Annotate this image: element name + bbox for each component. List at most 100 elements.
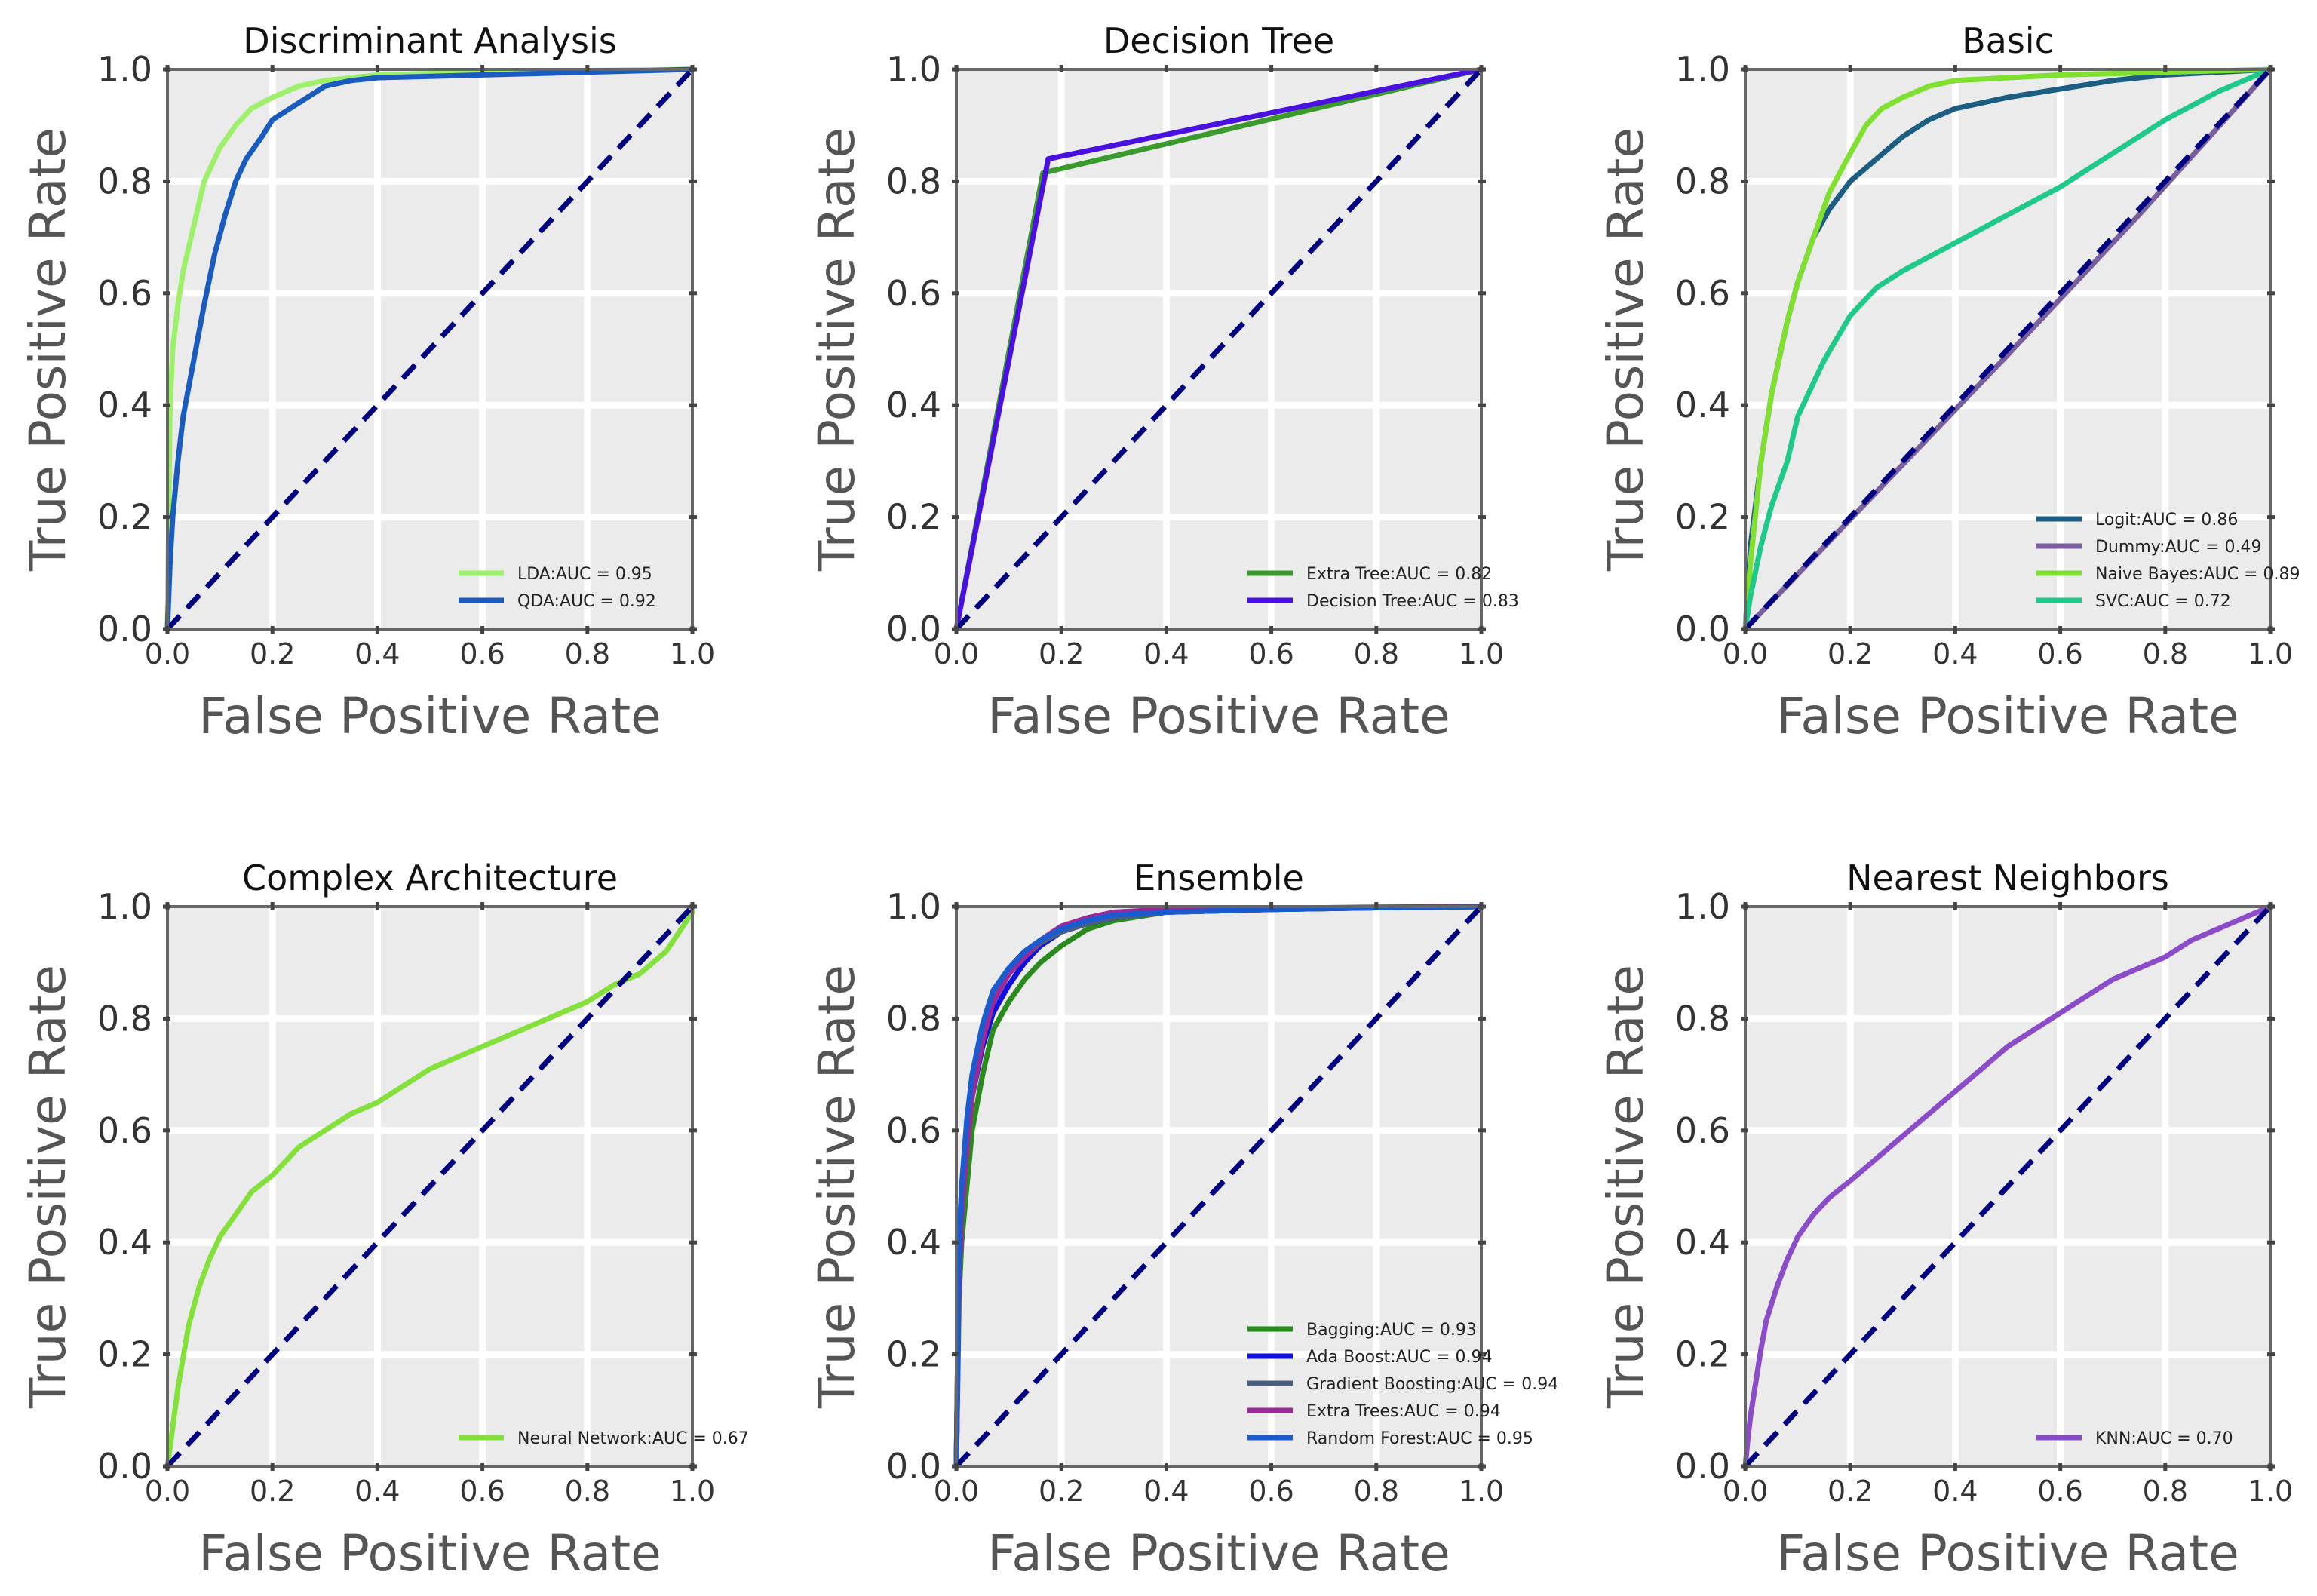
x-tick-label: 0.0: [1723, 637, 1768, 671]
x-tick-label: 0.0: [1723, 1475, 1768, 1508]
x-tick-label: 0.8: [1354, 1475, 1399, 1508]
legend-label: Neural Network:AUC = 0.67: [517, 1429, 749, 1448]
x-tick-label: 1.0: [2248, 637, 2293, 671]
legend-label: LDA:AUC = 0.95: [517, 565, 652, 584]
legend-label: Naive Bayes:AUC = 0.89: [2095, 565, 2300, 584]
x-axis-label: False Positive Rate: [987, 687, 1450, 745]
roc-curve: [953, 66, 1484, 632]
x-tick-label: 0.0: [934, 637, 979, 671]
y-tick-label: 0.2: [1675, 497, 1730, 538]
y-tick-label: 0.2: [97, 497, 152, 538]
roc-curve: [953, 904, 1484, 1469]
y-tick-label: 0.8: [1675, 998, 1730, 1039]
x-tick-label: 1.0: [670, 1475, 715, 1508]
legend: Extra Tree:AUC = 0.82 Decision Tree:AUC =…: [1247, 565, 1519, 611]
roc-curve: [164, 66, 695, 632]
legend-label: Random Forest:AUC = 0.95: [1306, 1429, 1533, 1448]
y-tick-label: 0.0: [886, 1446, 941, 1487]
legend-label: SVC:AUC = 0.72: [2095, 592, 2231, 611]
legend-label: Decision Tree:AUC = 0.83: [1306, 592, 1519, 611]
x-tick-label: 0.4: [1143, 1475, 1189, 1508]
x-tick-label: 0.4: [1143, 637, 1189, 671]
axes-frame: [955, 905, 1483, 1468]
legend: LDA:AUC = 0.95 QDA:AUC = 0.92: [459, 565, 656, 611]
x-tick-label: 0.2: [250, 1475, 295, 1508]
y-tick-label: 0.6: [1675, 1110, 1730, 1151]
x-tick-label: 1.0: [1459, 1475, 1504, 1508]
roc-curve: [164, 66, 695, 632]
x-tick-label: 0.0: [934, 1475, 979, 1508]
chart-panel: 0.0 0.2 0.4 0.6 0.8 1.0 0.0 0.2 0.4 0.6 0.8 1.0 Comp…: [19, 858, 749, 1582]
x-axis-label: False Positive Rate: [1776, 1524, 2239, 1582]
x-tick-label: 0.0: [145, 637, 190, 671]
x-tick-label: 0.4: [1932, 1475, 1978, 1508]
y-tick-label: 0.4: [886, 1222, 941, 1263]
legend-label: Extra Tree:AUC = 0.82: [1306, 565, 1492, 584]
chance-diagonal-line: [165, 904, 695, 1469]
x-tick-label: 0.6: [1248, 1475, 1294, 1508]
chart-title: Decision Tree: [1103, 20, 1334, 61]
y-tick-label: 0.2: [97, 1334, 152, 1375]
legend: Logit:AUC = 0.86 Dummy:AUC = 0.49 Naive Ba…: [2036, 511, 2300, 611]
y-tick-label: 0.6: [886, 1110, 941, 1151]
chart-panel: 0.0 0.2 0.4 0.6 0.8 1.0 0.0 0.2 0.4 0.6 0.8 1.0 Basi…: [1597, 20, 2300, 745]
axes-frame: [166, 905, 694, 1468]
chart-title: Discriminant Analysis: [243, 20, 616, 61]
y-tick-label: 1.0: [886, 886, 941, 927]
chart-panel: 0.0 0.2 0.4 0.6 0.8 1.0 0.0 0.2 0.4 0.6 0.8 1.0 Ense…: [808, 858, 1558, 1582]
x-tick-label: 0.6: [2037, 1475, 2082, 1508]
y-tick-label: 1.0: [97, 49, 152, 90]
chart-title: Complex Architecture: [242, 858, 618, 898]
x-axis-label: False Positive Rate: [198, 1524, 661, 1582]
x-tick-label: 0.6: [1248, 637, 1294, 671]
y-tick-label: 0.8: [886, 161, 941, 201]
axes-frame: [1744, 905, 2272, 1468]
x-tick-label: 0.8: [2143, 637, 2188, 671]
y-tick-label: 0.0: [97, 1446, 152, 1487]
x-tick-label: 0.6: [459, 637, 505, 671]
y-tick-label: 1.0: [97, 886, 152, 927]
legend: KNN:AUC = 0.70: [2036, 1429, 2233, 1448]
y-tick-label: 0.8: [886, 998, 941, 1039]
chart-panel: 0.0 0.2 0.4 0.6 0.8 1.0 0.0 0.2 0.4 0.6 0.8 1.0 Disc…: [19, 20, 715, 745]
x-tick-label: 0.6: [2037, 637, 2082, 671]
legend: Bagging:AUC = 0.93 Ada Boost:AUC = 0.94 Gr…: [1247, 1321, 1558, 1448]
y-tick-label: 0.2: [886, 497, 941, 538]
legend-label: Dummy:AUC = 0.49: [2095, 538, 2262, 557]
y-tick-label: 0.0: [97, 609, 152, 649]
x-tick-label: 0.4: [1932, 637, 1978, 671]
x-tick-label: 1.0: [1459, 637, 1504, 671]
y-tick-label: 0.4: [1675, 385, 1730, 425]
x-tick-label: 1.0: [670, 637, 715, 671]
legend-label: QDA:AUC = 0.92: [517, 592, 656, 611]
chance-diagonal-line: [1743, 67, 2273, 631]
legend-label: Logit:AUC = 0.86: [2095, 511, 2238, 529]
y-tick-label: 0.4: [97, 385, 152, 425]
y-tick-label: 0.6: [1675, 273, 1730, 314]
x-tick-label: 0.6: [459, 1475, 505, 1508]
x-tick-label: 0.2: [1828, 1475, 1873, 1508]
y-tick-label: 0.0: [886, 609, 941, 649]
y-tick-label: 0.0: [1675, 609, 1730, 649]
roc-curve: [1742, 66, 2273, 632]
x-tick-label: 0.4: [354, 637, 400, 671]
x-tick-label: 0.8: [565, 1475, 610, 1508]
x-tick-label: 1.0: [2248, 1475, 2293, 1508]
chart-title: Nearest Neighbors: [1846, 858, 2169, 898]
y-axis-label: True Positive Rate: [808, 965, 866, 1409]
y-tick-label: 1.0: [886, 49, 941, 90]
y-tick-label: 0.8: [97, 161, 152, 201]
y-tick-label: 0.2: [1675, 1334, 1730, 1375]
legend-label: Bagging:AUC = 0.93: [1306, 1321, 1477, 1340]
x-tick-label: 0.2: [250, 637, 295, 671]
axes-frame: [1744, 68, 2272, 631]
y-tick-label: 0.6: [97, 1110, 152, 1151]
legend-label: Gradient Boosting:AUC = 0.94: [1306, 1375, 1558, 1394]
chance-diagonal-line: [165, 67, 695, 631]
x-axis-label: False Positive Rate: [987, 1524, 1450, 1582]
y-axis-label: True Positive Rate: [808, 127, 866, 572]
y-tick-label: 0.6: [886, 273, 941, 314]
x-axis-label: False Positive Rate: [198, 687, 661, 745]
x-tick-label: 0.2: [1828, 637, 1873, 671]
x-tick-label: 0.2: [1039, 637, 1084, 671]
